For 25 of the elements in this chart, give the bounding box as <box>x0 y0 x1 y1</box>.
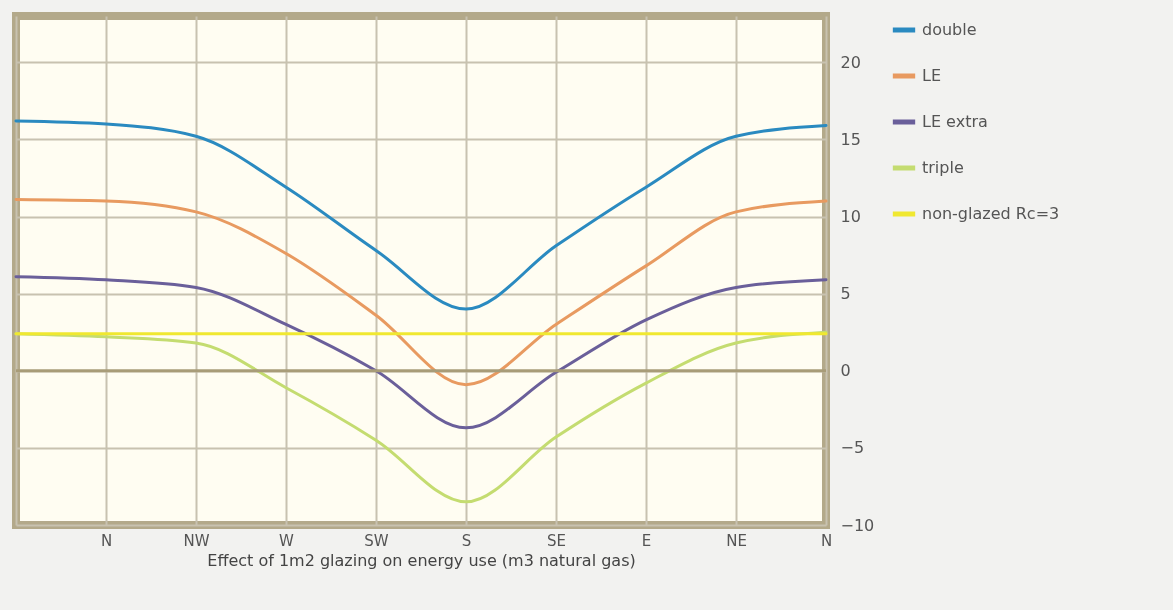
y-tick-label: −10 <box>840 515 875 535</box>
legend-label: non-glazed Rc=3 <box>922 204 1060 223</box>
x-tick-label: N <box>820 531 833 550</box>
legend-label: LE extra <box>922 112 988 131</box>
legend-label: double <box>922 20 977 39</box>
y-tick-label: −5 <box>840 438 865 458</box>
line-series <box>14 198 828 387</box>
y-tick-label: 0 <box>840 361 851 381</box>
x-tick-label: W <box>279 531 295 550</box>
legend-label: LE <box>922 66 942 85</box>
legend-label: triple <box>922 158 964 177</box>
x-tick-label: NE <box>726 531 747 550</box>
y-tick-label: 20 <box>840 52 861 72</box>
x-tick-label: S <box>461 531 472 550</box>
x-tick-label: N <box>100 531 113 550</box>
x-axis-title: Effect of 1m2 glazing on energy use (m3 natural gas) <box>207 550 636 570</box>
y-tick-label: 15 <box>840 129 861 149</box>
x-tick-label: SW <box>364 531 389 550</box>
y-tick-label: 10 <box>840 207 861 227</box>
x-tick-label: SE <box>547 531 566 550</box>
y-tick-label: 5 <box>840 284 851 304</box>
x-tick-label: E <box>641 531 652 550</box>
x-tick-label: NW <box>183 531 210 550</box>
line-series <box>14 119 828 311</box>
line-series <box>14 275 828 430</box>
